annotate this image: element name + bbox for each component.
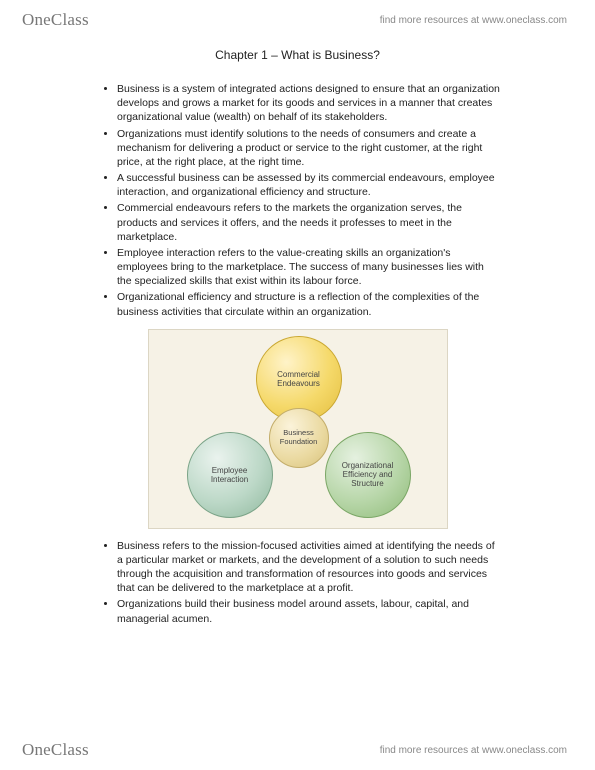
list-item: Organizations build their business model…: [117, 597, 500, 625]
brand-logo-footer: OneClass: [22, 740, 89, 760]
diagram-node-center: Business Foundation: [269, 408, 329, 468]
diagram-node-org-efficiency: Organizational Efficiency and Structure: [325, 432, 411, 518]
list-item: Business is a system of integrated actio…: [117, 82, 500, 125]
notes-list-top: Business is a system of integrated actio…: [95, 82, 500, 319]
list-item: Employee interaction refers to the value…: [117, 246, 500, 289]
list-item: Organizations must identify solutions to…: [117, 127, 500, 170]
business-foundation-diagram: Commercial Endeavours Employee Interacti…: [148, 329, 448, 529]
header-tagline: find more resources at www.oneclass.com: [380, 15, 567, 26]
page-header: OneClass find more resources at www.onec…: [0, 6, 595, 34]
list-item: Organizational efficiency and structure …: [117, 290, 500, 318]
notes-list-bottom: Business refers to the mission-focused a…: [95, 539, 500, 626]
list-item: A successful business can be assessed by…: [117, 171, 500, 199]
chapter-title: Chapter 1 – What is Business?: [95, 48, 500, 62]
page-footer: OneClass find more resources at www.onec…: [0, 736, 595, 764]
list-item: Commercial endeavours refers to the mark…: [117, 201, 500, 244]
footer-tagline: find more resources at www.oneclass.com: [380, 745, 567, 756]
list-item: Business refers to the mission-focused a…: [117, 539, 500, 596]
diagram-node-employee: Employee Interaction: [187, 432, 273, 518]
brand-logo: OneClass: [22, 10, 89, 30]
page-content: Chapter 1 – What is Business? Business i…: [95, 48, 500, 636]
